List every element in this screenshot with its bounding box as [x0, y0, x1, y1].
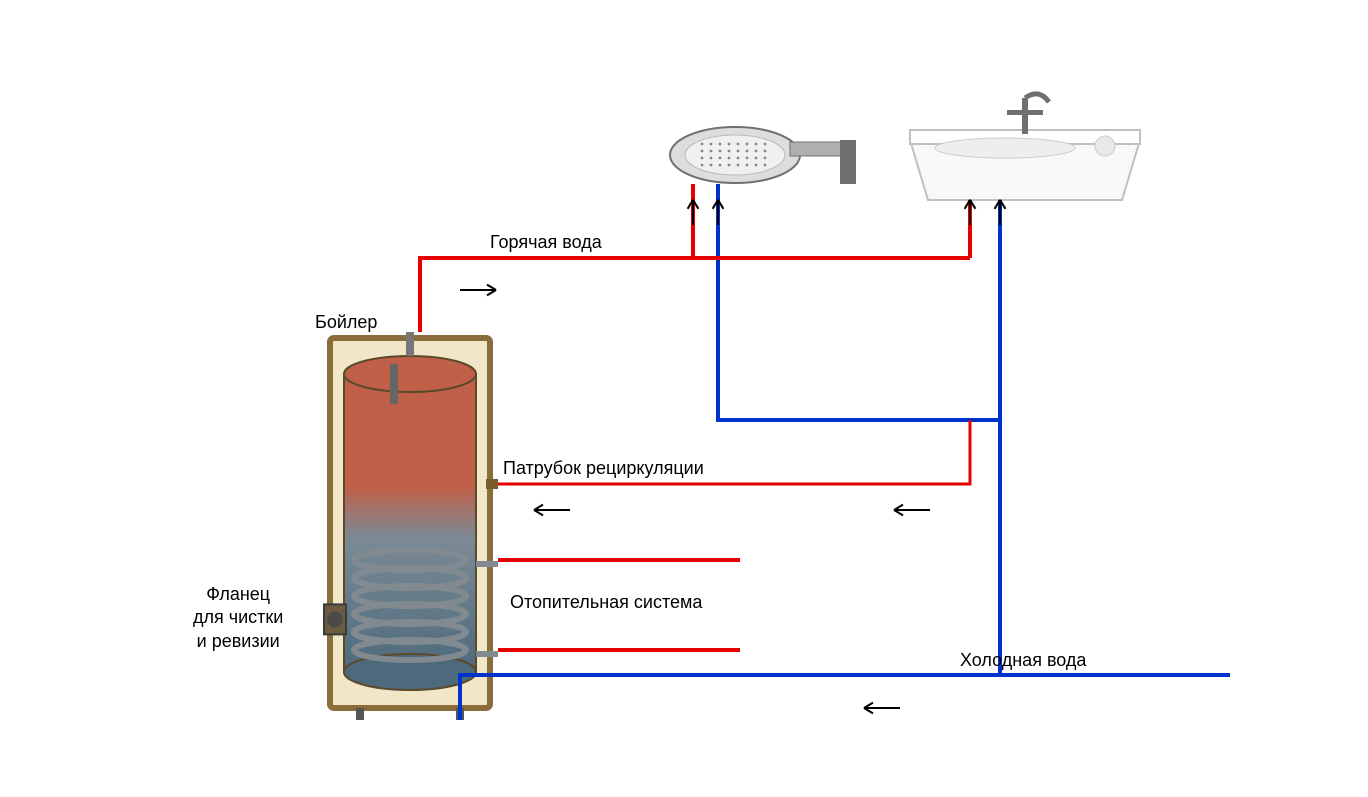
label-hot-water: Горячая вода	[490, 232, 602, 253]
label-heating-system: Отопительная система	[510, 592, 702, 613]
label-flange-l1: Фланец	[206, 584, 270, 604]
label-flange-l2: для чистки	[193, 607, 283, 627]
label-recirc-pipe: Патрубок рециркуляции	[503, 458, 704, 479]
label-flange: Фланец для чистки и ревизии	[193, 583, 283, 653]
label-flange-l3: и ревизии	[197, 631, 280, 651]
label-cold-water: Холодная вода	[960, 650, 1086, 671]
label-boiler: Бойлер	[315, 312, 377, 333]
plumbing-diagram	[0, 0, 1368, 797]
